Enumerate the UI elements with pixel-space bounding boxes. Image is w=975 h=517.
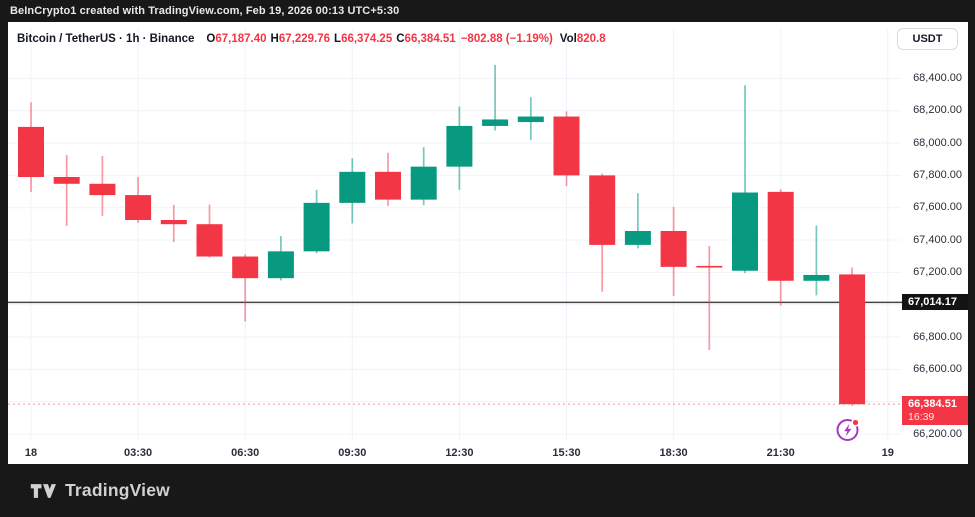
- flash-events-icon[interactable]: [834, 416, 862, 444]
- candle-05:30[interactable]: [196, 204, 223, 258]
- tradingview-logo[interactable]: TradingView: [30, 480, 170, 501]
- candle-body: [410, 166, 437, 200]
- candle-11:30[interactable]: [410, 147, 437, 206]
- candle-body: [196, 224, 223, 257]
- candle-body: [303, 202, 330, 252]
- attribution-bar: BeInCrypto1 created with TradingView.com…: [0, 0, 975, 22]
- quote-l: L66,374.25: [334, 33, 393, 45]
- candle-body: [89, 183, 116, 196]
- candle-20:30[interactable]: [732, 85, 758, 274]
- candle-09:30[interactable]: [339, 158, 366, 224]
- candle-body: [767, 191, 794, 281]
- time-axis-label: 12:30: [445, 447, 474, 459]
- candle-body: [482, 119, 509, 126]
- currency-toggle-button[interactable]: USDT: [897, 28, 958, 50]
- candle-14:30[interactable]: [517, 97, 544, 141]
- candle-17:30[interactable]: [624, 193, 651, 249]
- time-axis-label: 15:30: [552, 447, 581, 459]
- candle-body: [660, 230, 687, 267]
- candle-21:30[interactable]: [767, 189, 794, 306]
- candle-18:30[interactable]: [660, 206, 687, 296]
- candle-01:30[interactable]: [53, 155, 80, 226]
- attribution-text: BeInCrypto1 created with TradingView.com…: [10, 5, 400, 17]
- quote-h: H67,229.76: [270, 33, 331, 45]
- quote-c: C66,384.51: [396, 33, 456, 45]
- volume-label: Vol: [559, 33, 577, 45]
- candle-body: [446, 125, 473, 167]
- price-axis-label: 66,800.00: [913, 330, 962, 343]
- candle-body: [339, 171, 366, 203]
- price-axis-label: 67,600.00: [913, 201, 962, 214]
- candle-23:30[interactable]: [839, 267, 866, 406]
- candle-body: [732, 192, 758, 271]
- candle-12:30[interactable]: [446, 106, 473, 190]
- price-axis-label: 68,000.00: [913, 136, 962, 149]
- candle-06:30[interactable]: [232, 254, 259, 322]
- quote-change: −802.88 (−1.19%): [460, 33, 553, 45]
- time-axis-label: 06:30: [231, 447, 260, 459]
- horizontal-line-price-badge[interactable]: 67,014.17: [902, 294, 968, 311]
- candle-13:30[interactable]: [482, 64, 509, 131]
- symbol-title[interactable]: Bitcoin / TetherUS · 1h · Binance: [17, 33, 195, 45]
- time-axis-label: 21:30: [766, 447, 795, 459]
- price-axis-label: 68,400.00: [913, 71, 962, 84]
- candle-body: [53, 176, 80, 184]
- candle-body: [125, 195, 152, 220]
- footer-bar: TradingView: [0, 464, 975, 517]
- candle-body: [589, 175, 616, 245]
- candle-body: [553, 116, 580, 176]
- candle-body: [18, 126, 44, 177]
- time-axis-label: 09:30: [338, 447, 367, 459]
- candle-body: [160, 219, 187, 225]
- price-axis-label: 66,600.00: [913, 362, 962, 375]
- candle-body: [517, 116, 544, 123]
- candle-15:30[interactable]: [553, 111, 580, 187]
- tradingview-logo-icon: [30, 483, 56, 498]
- candle-body: [624, 230, 651, 245]
- candle-19:30[interactable]: [696, 245, 723, 350]
- candlestick-chart[interactable]: [8, 22, 968, 464]
- candle-body: [375, 171, 401, 200]
- price-axis-label: 67,400.00: [913, 233, 962, 246]
- candle-body: [696, 265, 723, 268]
- candle-07:30[interactable]: [267, 235, 294, 281]
- time-axis-label: 03:30: [124, 447, 153, 459]
- candle-22:30[interactable]: [803, 225, 830, 296]
- price-axis-label: 67,800.00: [913, 168, 962, 181]
- time-axis-label: 18: [24, 447, 38, 459]
- candle-04:30[interactable]: [160, 204, 187, 242]
- bar-countdown: 16:39: [908, 410, 935, 423]
- candle-08:30[interactable]: [303, 189, 330, 254]
- price-axis-label: 66,200.00: [913, 427, 962, 440]
- candle-16:30[interactable]: [589, 173, 616, 292]
- price-axis-label: 68,200.00: [913, 104, 962, 117]
- price-axis-label: 67,200.00: [913, 265, 962, 278]
- quote-o: O67,187.40: [206, 33, 267, 45]
- time-axis-label: 18:30: [659, 447, 688, 459]
- tradingview-logo-text: TradingView: [65, 480, 170, 500]
- volume-value: 820.8: [576, 33, 606, 45]
- last-price-badge[interactable]: 66,384.51 16:39: [902, 396, 968, 426]
- candle-00:30[interactable]: [18, 102, 44, 192]
- ohlc-readout: O67,187.40 H67,229.76 L66,374.25 C66,384.51…: [202, 33, 605, 45]
- candle-body: [839, 274, 866, 405]
- candle-10:30[interactable]: [375, 152, 401, 207]
- candle-body: [267, 251, 294, 279]
- candle-02:30[interactable]: [89, 155, 116, 217]
- candle-body: [232, 256, 259, 279]
- candle-03:30[interactable]: [125, 176, 152, 223]
- candle-body: [803, 274, 830, 281]
- chart-panel: Bitcoin / TetherUS · 1h · Binance O67,18…: [8, 22, 968, 464]
- time-axis-label: 19: [881, 447, 894, 459]
- symbol-header: Bitcoin / TetherUS · 1h · Binance O67,18…: [17, 30, 606, 48]
